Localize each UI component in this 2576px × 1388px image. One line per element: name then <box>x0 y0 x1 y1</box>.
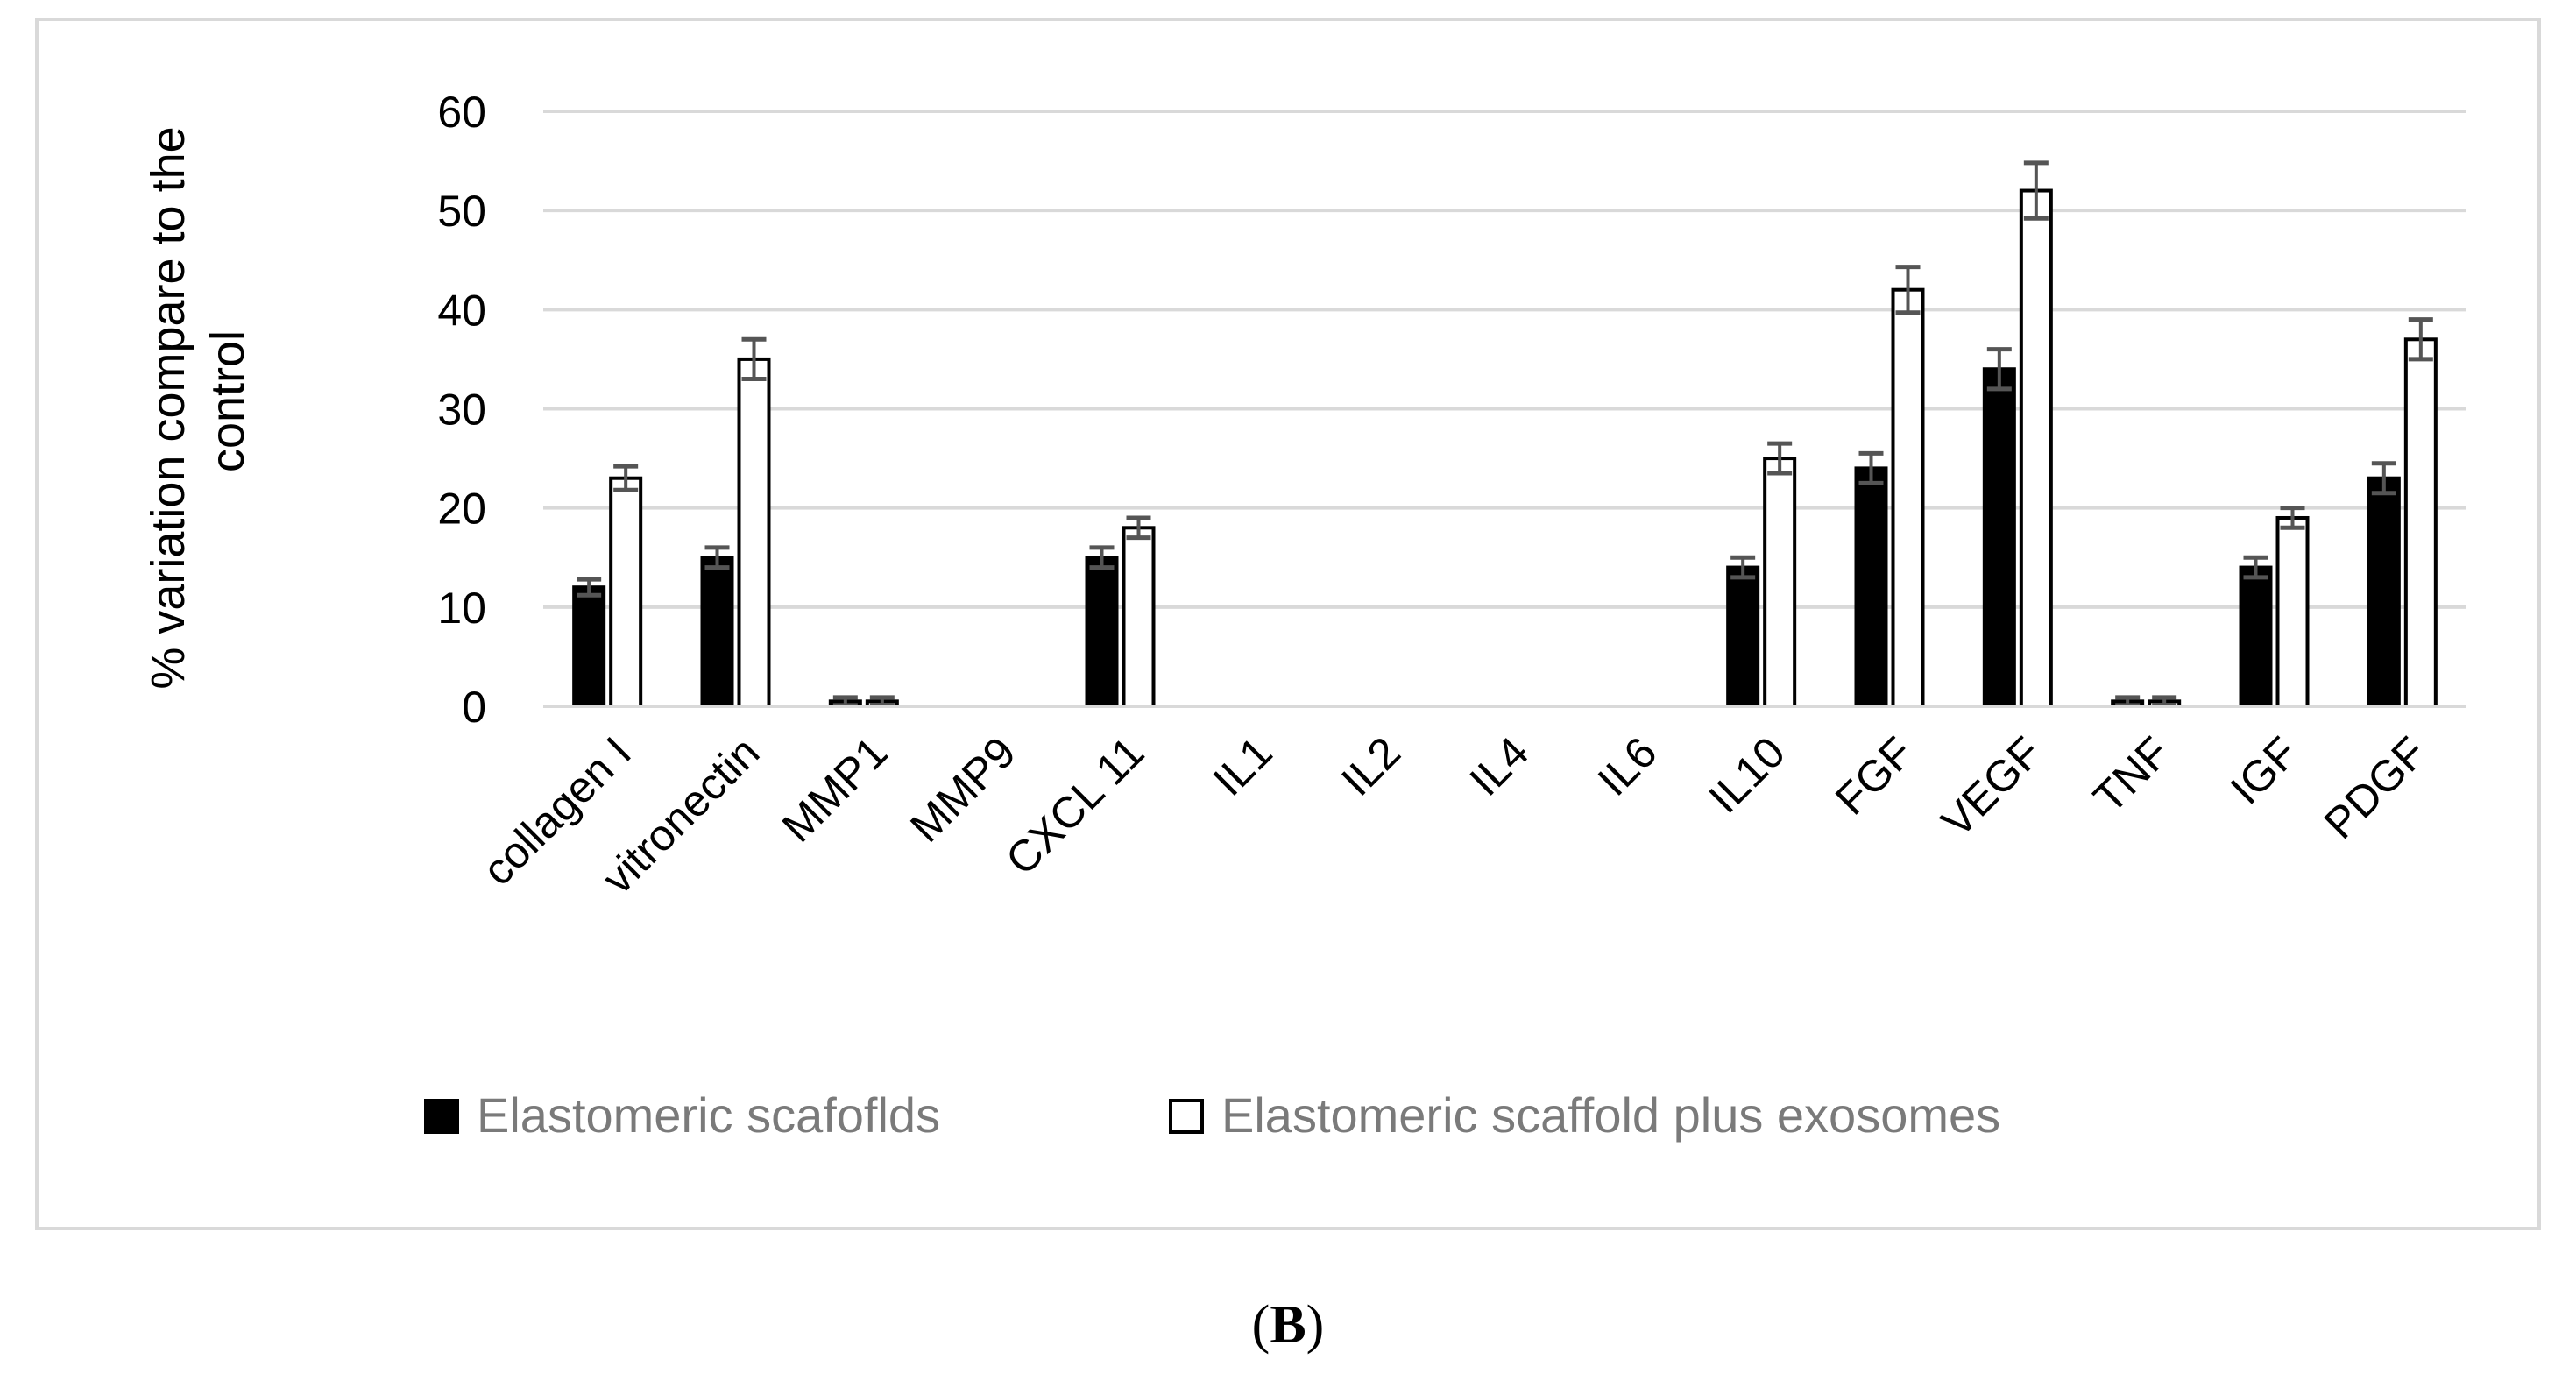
bar-fgf-series-1 <box>1854 466 1888 709</box>
y-axis-title-line-2: control <box>202 330 254 472</box>
error-bars <box>577 160 2433 708</box>
gridlines <box>543 110 2466 609</box>
bar-pdgf-series-1 <box>2367 476 2401 708</box>
y-axis-title-line-1: % variation compare to the <box>142 126 195 689</box>
panel-label-letter: B <box>1270 1295 1306 1355</box>
legend-label-scaffold-plus-exosomes: Elastomeric scaffold plus exosomes <box>1221 1087 2000 1143</box>
bar-il10-series-1 <box>1726 565 1760 708</box>
legend-swatch-elastomeric-scaffolds <box>424 1099 459 1134</box>
bar-collagen-i-series-2 <box>609 476 643 708</box>
bar-vitronectin-series-2 <box>737 357 771 708</box>
chart-frame <box>35 18 2541 1230</box>
bar-igf-series-1 <box>2239 565 2273 708</box>
bar-igf-series-2 <box>2275 515 2310 708</box>
panel-label: (B) <box>1252 1295 1325 1355</box>
legend-swatch-scaffold-plus-exosomes <box>1169 1099 1204 1134</box>
bar-il10-series-2 <box>1763 457 1797 708</box>
legend: Elastomeric scafoflds Elastomeric scaffo… <box>424 1087 2000 1143</box>
bar-cxcl-11-series-1 <box>1085 556 1119 708</box>
y-tick-label-60: 60 <box>437 88 486 137</box>
y-tick-label-10: 10 <box>437 584 486 633</box>
y-tick-label-30: 30 <box>437 386 486 435</box>
bar-vegf-series-1 <box>1982 367 2016 708</box>
bar-pdgf-series-2 <box>2403 337 2438 708</box>
panel-label-open: ( <box>1252 1295 1270 1355</box>
y-tick-label-0: 0 <box>462 683 486 732</box>
y-tick-label-50: 50 <box>437 187 486 236</box>
y-tick-label-20: 20 <box>437 485 486 534</box>
bar-vegf-series-2 <box>2019 188 2053 709</box>
panel-label-close: ) <box>1306 1295 1325 1355</box>
y-axis-title: % variation compare to the control <box>142 113 254 689</box>
y-tick-label-40: 40 <box>437 286 486 335</box>
bar-vitronectin-series-1 <box>700 556 734 708</box>
y-axis-ticks: 0 10 20 30 40 50 60 <box>437 88 486 732</box>
legend-label-elastomeric-scaffolds: Elastomeric scafoflds <box>477 1087 940 1143</box>
bar-fgf-series-2 <box>1891 287 1925 708</box>
bar-collagen-i-series-1 <box>572 585 606 709</box>
bar-cxcl-11-series-2 <box>1122 526 1156 708</box>
